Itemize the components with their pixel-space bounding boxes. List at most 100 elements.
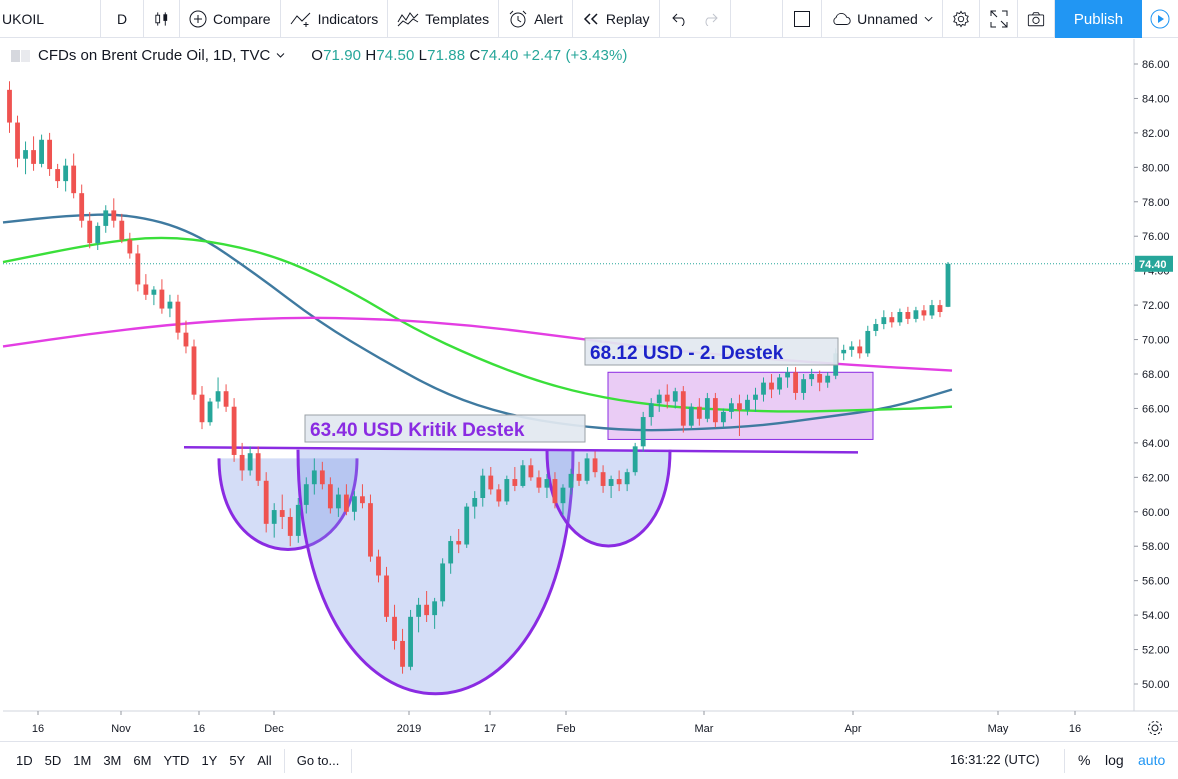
support1-label[interactable]: 63.40 USD Kritik Destek	[304, 414, 586, 443]
candle[interactable]	[327, 477, 333, 514]
range-1m[interactable]: 1M	[73, 753, 92, 768]
publish-button[interactable]: Publish	[1055, 0, 1142, 38]
candle[interactable]	[560, 484, 566, 516]
candle[interactable]	[656, 389, 662, 412]
candle[interactable]	[408, 609, 413, 671]
candle[interactable]	[937, 299, 943, 318]
candle[interactable]	[905, 306, 911, 325]
candle[interactable]	[63, 158, 69, 192]
range-6m[interactable]: 6M	[133, 753, 152, 768]
play-button[interactable]	[1142, 0, 1178, 38]
support2-label[interactable]: 68.12 USD - 2. Destek	[584, 337, 839, 366]
candle[interactable]	[15, 115, 20, 168]
candle[interactable]	[239, 442, 245, 481]
range-5y[interactable]: 5Y	[229, 753, 246, 768]
candle[interactable]	[496, 484, 502, 507]
candle[interactable]	[616, 470, 622, 492]
candle[interactable]	[576, 461, 582, 486]
candle[interactable]	[472, 491, 478, 519]
candle[interactable]	[79, 184, 85, 228]
candle[interactable]	[400, 628, 405, 674]
candle[interactable]	[664, 384, 670, 409]
candle[interactable]	[737, 394, 742, 436]
left-shoulder-cup[interactable]	[217, 458, 359, 551]
candle[interactable]	[809, 368, 815, 387]
select-layout-button[interactable]	[782, 0, 822, 38]
candle[interactable]	[841, 344, 847, 361]
candle[interactable]	[592, 451, 598, 478]
candle[interactable]	[352, 491, 357, 521]
candle[interactable]	[785, 367, 790, 388]
candle[interactable]	[440, 558, 446, 607]
candle[interactable]	[769, 374, 774, 399]
candle[interactable]	[295, 498, 301, 543]
candle[interactable]	[432, 597, 438, 629]
range-3m[interactable]: 3M	[103, 753, 122, 768]
candle[interactable]	[600, 465, 606, 493]
candle[interactable]	[87, 212, 93, 249]
range-1d[interactable]: 1D	[16, 753, 33, 768]
candle[interactable]	[191, 339, 197, 400]
indicators-button[interactable]: Indicators	[281, 0, 389, 38]
candle[interactable]	[672, 387, 678, 409]
candle[interactable]	[688, 403, 694, 430]
range-all[interactable]: All	[257, 753, 272, 768]
candle[interactable]	[151, 286, 157, 306]
candle[interactable]	[945, 262, 951, 308]
chevron-down-icon[interactable]	[276, 52, 285, 59]
candle[interactable]	[231, 398, 237, 462]
redo-icon[interactable]	[702, 12, 718, 26]
candle[interactable]	[817, 370, 823, 392]
fullscreen-button[interactable]	[980, 0, 1018, 38]
candle[interactable]	[127, 232, 133, 259]
undo-icon[interactable]	[671, 12, 688, 26]
replay-button[interactable]: Replay	[573, 0, 660, 38]
candle[interactable]	[31, 136, 36, 171]
candle[interactable]	[215, 377, 221, 409]
candle[interactable]	[311, 458, 317, 495]
candle[interactable]	[360, 484, 365, 509]
candle[interactable]	[584, 453, 590, 485]
candle[interactable]	[729, 398, 734, 419]
candle[interactable]	[632, 442, 638, 476]
candle[interactable]	[520, 460, 526, 488]
candle[interactable]	[488, 467, 494, 495]
candle[interactable]	[865, 325, 871, 357]
candle[interactable]	[71, 153, 77, 199]
candle[interactable]	[712, 392, 718, 428]
candle[interactable]	[464, 503, 470, 548]
head-cup[interactable]	[296, 449, 575, 695]
candle[interactable]	[761, 377, 766, 402]
compare-button[interactable]: Compare	[180, 0, 281, 38]
moving-average-1[interactable]	[2, 213, 953, 432]
candle[interactable]	[448, 535, 454, 574]
candle[interactable]	[343, 484, 349, 516]
candle[interactable]	[849, 341, 855, 357]
candle[interactable]	[95, 222, 101, 250]
range-1y[interactable]: 1Y	[201, 753, 218, 768]
goto-button[interactable]: Go to...	[283, 748, 353, 773]
range-ytd[interactable]: YTD	[163, 753, 190, 768]
candle[interactable]	[921, 305, 927, 321]
candle[interactable]	[143, 274, 149, 300]
candle[interactable]	[376, 549, 381, 583]
candle[interactable]	[825, 372, 831, 388]
snapshot-button[interactable]	[1018, 0, 1055, 38]
candle[interactable]	[319, 461, 325, 490]
symbol-search[interactable]: UKOIL	[0, 0, 101, 38]
candle[interactable]	[528, 458, 534, 481]
candle[interactable]	[568, 468, 574, 495]
candle[interactable]	[167, 294, 173, 318]
candle[interactable]	[159, 279, 165, 314]
layout-menu-button[interactable]: Unnamed	[822, 0, 943, 38]
candle[interactable]	[456, 529, 462, 554]
candle[interactable]	[504, 475, 510, 505]
candle[interactable]	[640, 411, 646, 452]
candle[interactable]	[287, 508, 293, 547]
candle[interactable]	[384, 566, 389, 622]
candle[interactable]	[223, 384, 229, 412]
candle[interactable]	[55, 163, 61, 188]
candle[interactable]	[175, 294, 181, 340]
candle[interactable]	[271, 503, 277, 538]
